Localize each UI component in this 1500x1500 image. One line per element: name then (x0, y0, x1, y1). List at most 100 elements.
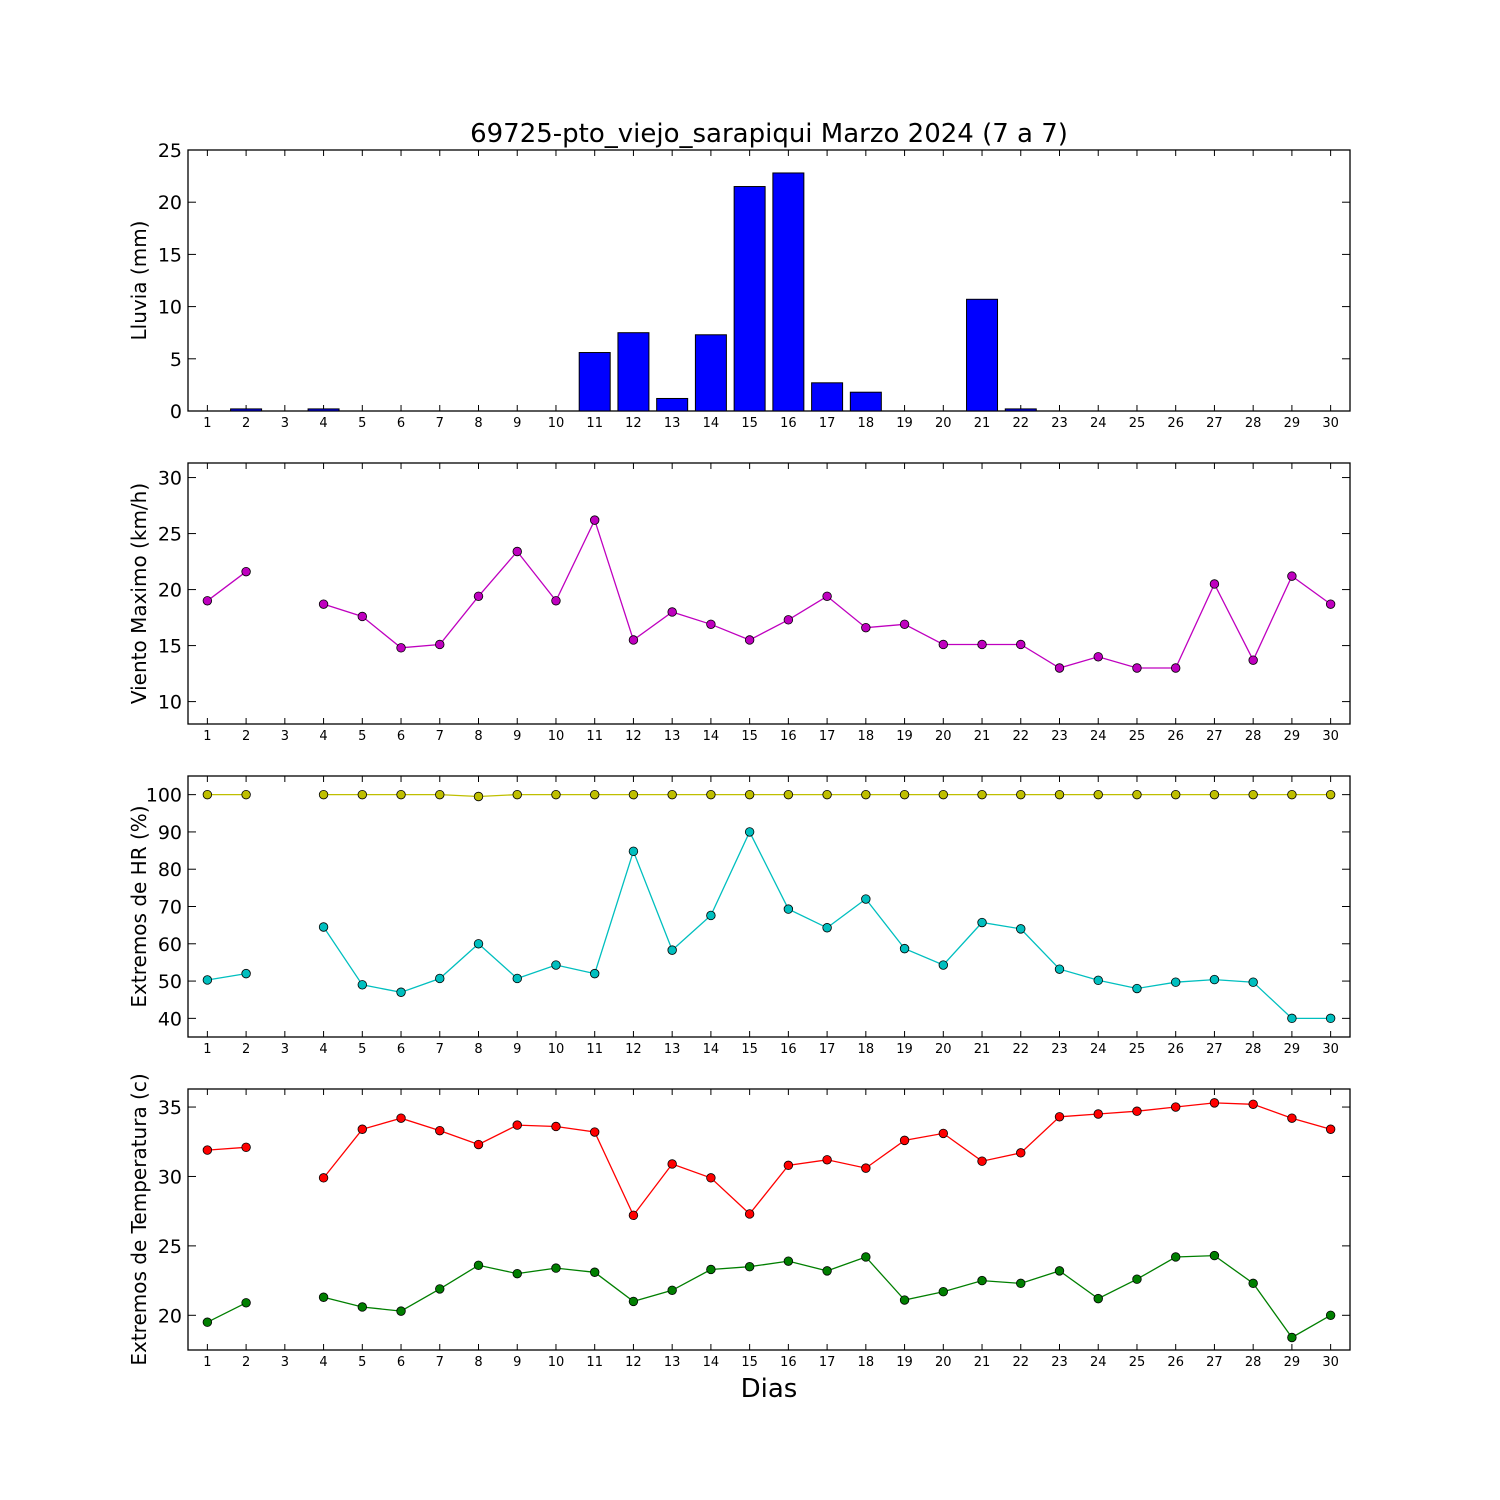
temperature-series-2-point (435, 1284, 445, 1294)
temperature-xtick-label: 20 (935, 1355, 952, 1370)
humidity-ytick-label: 50 (158, 971, 182, 993)
wind-xtick-label: 9 (513, 729, 521, 744)
temperature-series-2-point (1054, 1266, 1065, 1276)
wind-xtick-label: 15 (741, 729, 758, 744)
humidity-series-2-point (396, 987, 406, 997)
rain-xtick-label: 18 (858, 416, 875, 431)
humidity-series-1-point (512, 789, 522, 800)
wind-series-1-point (473, 591, 484, 602)
wind-xtick-label: 6 (397, 729, 405, 744)
humidity-ytick-label: 90 (158, 822, 182, 844)
humidity-xtick-label: 3 (281, 1042, 289, 1057)
temperature-xtick-label: 17 (819, 1355, 836, 1370)
humidity-series-1-point (938, 789, 949, 800)
humidity-series-1-point (1054, 789, 1065, 800)
humidity-series-2-point (744, 827, 755, 837)
temperature-ytick-label: 35 (158, 1097, 182, 1119)
temperature-xtick-label: 18 (858, 1355, 875, 1370)
humidity-ytick-label: 100 (146, 785, 182, 807)
wind-series-1-point (1325, 599, 1336, 609)
rain-xtick-label: 17 (819, 416, 836, 431)
wind-xtick-label: 22 (1012, 729, 1029, 744)
humidity-xtick-label: 25 (1129, 1042, 1146, 1057)
temperature-y-axis-label: Extremos de Temperatura (c) (127, 1073, 151, 1365)
humidity-xtick-label: 15 (741, 1042, 758, 1057)
temperature-series-1-point (938, 1128, 949, 1139)
humidity-xtick-label: 8 (474, 1042, 482, 1057)
temperature-series-1-point (1287, 1113, 1297, 1123)
wind-series-1-point (512, 546, 522, 557)
wind-xtick-label: 5 (358, 729, 366, 744)
temperature-series-1-point (202, 1145, 213, 1155)
temperature-xtick-label: 28 (1245, 1355, 1262, 1370)
wind-y-axis-label: Viento Maximo (km/h) (127, 483, 151, 704)
wind-series-1-point (899, 619, 910, 630)
temperature-series-2-point (744, 1262, 755, 1272)
humidity-ytick-label: 80 (158, 859, 182, 881)
rain-xtick-label: 28 (1245, 416, 1262, 431)
wind-series-1-point (861, 622, 871, 633)
wind-xtick-label: 20 (935, 729, 952, 744)
humidity-series-2-point (551, 960, 561, 970)
humidity-series-2-point (590, 968, 600, 979)
wind-xtick-label: 29 (1284, 729, 1301, 744)
wind-series-1-point (1170, 663, 1181, 673)
humidity-series-1-point (899, 789, 910, 800)
temperature-series-2-point (241, 1298, 251, 1308)
rain-ytick-label: 15 (158, 244, 182, 266)
temperature-series-2-point (1325, 1310, 1336, 1320)
rain-bar (230, 408, 263, 412)
temperature-series-2-point (318, 1292, 329, 1302)
wind-series-1-point (822, 591, 832, 602)
humidity-series-2-point (977, 917, 987, 928)
wind-series-1-point (241, 566, 251, 577)
humidity-series-1-point (590, 789, 600, 800)
temperature-series-1-point (1016, 1148, 1026, 1158)
humidity-series-2-point (512, 973, 522, 984)
rain-xtick-label: 15 (741, 416, 758, 431)
humidity-xtick-label: 4 (319, 1042, 327, 1057)
chart-title: 69725-pto_viejo_sarapiqui Marzo 2024 (7 … (470, 119, 1068, 149)
rain-xtick-label: 25 (1129, 416, 1146, 431)
wind-axes-frame (187, 462, 1351, 725)
humidity-xtick-label: 26 (1167, 1042, 1184, 1057)
humidity-series-2-point (1325, 1013, 1336, 1024)
humidity-series-2-point (1016, 924, 1026, 934)
wind-xtick-label: 3 (281, 729, 289, 744)
temperature-series-2-point (202, 1317, 213, 1327)
temperature-series-1-point (861, 1163, 871, 1173)
humidity-series-1-point (551, 789, 561, 800)
rain-bar (849, 391, 882, 412)
humidity-series-1-point (1209, 789, 1220, 800)
humidity-series-1-point (357, 789, 368, 800)
rain-xtick-label: 8 (474, 416, 482, 431)
humidity-series-2-point (318, 922, 329, 932)
humidity-series-2-point (1093, 975, 1103, 986)
temperature-xtick-label: 15 (741, 1355, 758, 1370)
rain-ytick-label: 25 (158, 140, 182, 162)
wind-series-1-point (706, 619, 716, 630)
temperature-xtick-label: 10 (548, 1355, 565, 1370)
wind-xtick-label: 1 (203, 729, 211, 744)
humidity-xtick-label: 9 (513, 1042, 521, 1057)
humidity-xtick-label: 14 (703, 1042, 720, 1057)
humidity-xtick-label: 2 (242, 1042, 250, 1057)
temperature-series-1-point (744, 1209, 755, 1219)
humidity-series-1-point (396, 789, 406, 800)
wind-series-1-point (1054, 663, 1065, 673)
wind-xtick-label: 12 (625, 729, 642, 744)
humidity-series-1-point (706, 789, 716, 800)
temperature-series-2-point (512, 1268, 522, 1279)
wind-ytick-label: 30 (158, 468, 182, 490)
temperature-series-1-point (318, 1173, 329, 1183)
humidity-series-2-point (899, 943, 910, 954)
temperature-xtick-label: 2 (242, 1355, 250, 1370)
temperature-series-1-point (1248, 1099, 1258, 1109)
humidity-xtick-label: 18 (858, 1042, 875, 1057)
humidity-xtick-label: 17 (819, 1042, 836, 1057)
humidity-xtick-label: 28 (1245, 1042, 1262, 1057)
rain-xtick-label: 3 (281, 416, 289, 431)
